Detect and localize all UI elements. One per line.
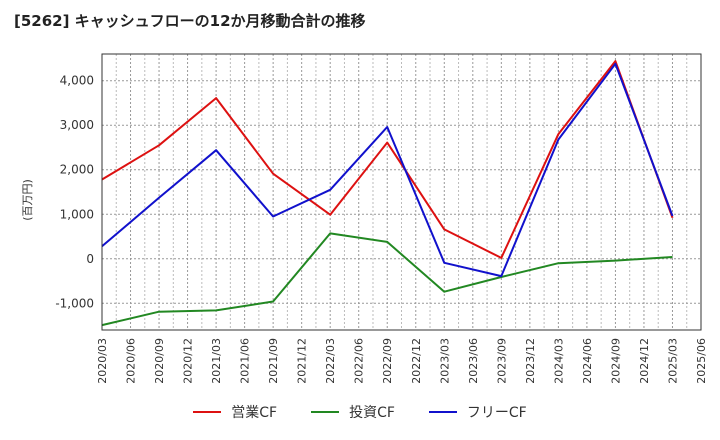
x-tick-label: 2020/12	[182, 338, 195, 384]
x-tick-labels: 2020/03 2020/06 2020/09 2020/12 2021/03 2021/…	[96, 338, 708, 384]
legend-label: 投資CF	[349, 405, 395, 421]
x-tick-label: 2022/09	[381, 338, 394, 384]
x-tick-label: 2024/03	[552, 338, 565, 384]
legend-label: フリーCF	[466, 405, 527, 421]
y-tick-label: 2,000	[60, 163, 94, 177]
x-tick-label: 2021/06	[239, 338, 252, 384]
series-line	[101, 62, 674, 278]
y-tick-label: 4,000	[60, 74, 94, 88]
x-tick-label: 2021/12	[296, 338, 309, 384]
y-tick-label: 1,000	[60, 207, 94, 221]
x-tick-label: 2020/03	[96, 338, 109, 384]
grid-lines	[101, 54, 702, 330]
plot-border	[101, 53, 702, 331]
x-tick-label: 2024/09	[609, 338, 622, 384]
y-tick-label: 3,000	[60, 118, 94, 132]
x-tick-label: 2025/06	[695, 338, 708, 384]
legend-label: 営業CF	[231, 405, 278, 421]
x-tick-label: 2021/09	[267, 338, 280, 384]
x-tick-label: 2025/03	[666, 338, 679, 384]
legend-swatch	[193, 411, 222, 413]
x-tick-label: 2021/03	[210, 338, 223, 384]
x-tick-label: 2023/06	[467, 338, 480, 384]
x-tick-label: 2022/12	[410, 338, 423, 384]
x-tick-label: 2023/03	[438, 338, 451, 384]
y-tick-label: 0	[86, 252, 94, 266]
x-tick-label: 2023/12	[524, 338, 537, 384]
x-tick-label: 2020/09	[153, 338, 166, 384]
legend-swatch	[428, 411, 457, 413]
legend-item: 営業CF	[193, 402, 277, 422]
y-tick-labels: -1,000 0 1,000 2,000 3,000 4,000	[55, 74, 94, 311]
y-tick-label: -1,000	[55, 296, 94, 310]
series-line	[101, 60, 674, 259]
series-lines	[101, 60, 674, 327]
legend-item: 投資CF	[311, 402, 395, 422]
x-tick-label: 2022/03	[324, 338, 337, 384]
x-tick-label: 2024/06	[581, 338, 594, 384]
x-tick-label: 2023/09	[495, 338, 508, 384]
x-tick-label: 2024/12	[638, 338, 651, 384]
legend-swatch	[311, 411, 340, 413]
legend-item: フリーCF	[428, 402, 527, 422]
chart-title: [5262] キャッシュフローの12か月移動合計の推移	[14, 12, 366, 30]
series-line	[101, 232, 673, 327]
x-tick-label: 2022/06	[353, 338, 366, 384]
plot-frame	[101, 53, 702, 331]
x-tick-label: 2020/06	[125, 338, 138, 384]
legend: 営業CF 投資CF フリーCF	[0, 402, 720, 422]
